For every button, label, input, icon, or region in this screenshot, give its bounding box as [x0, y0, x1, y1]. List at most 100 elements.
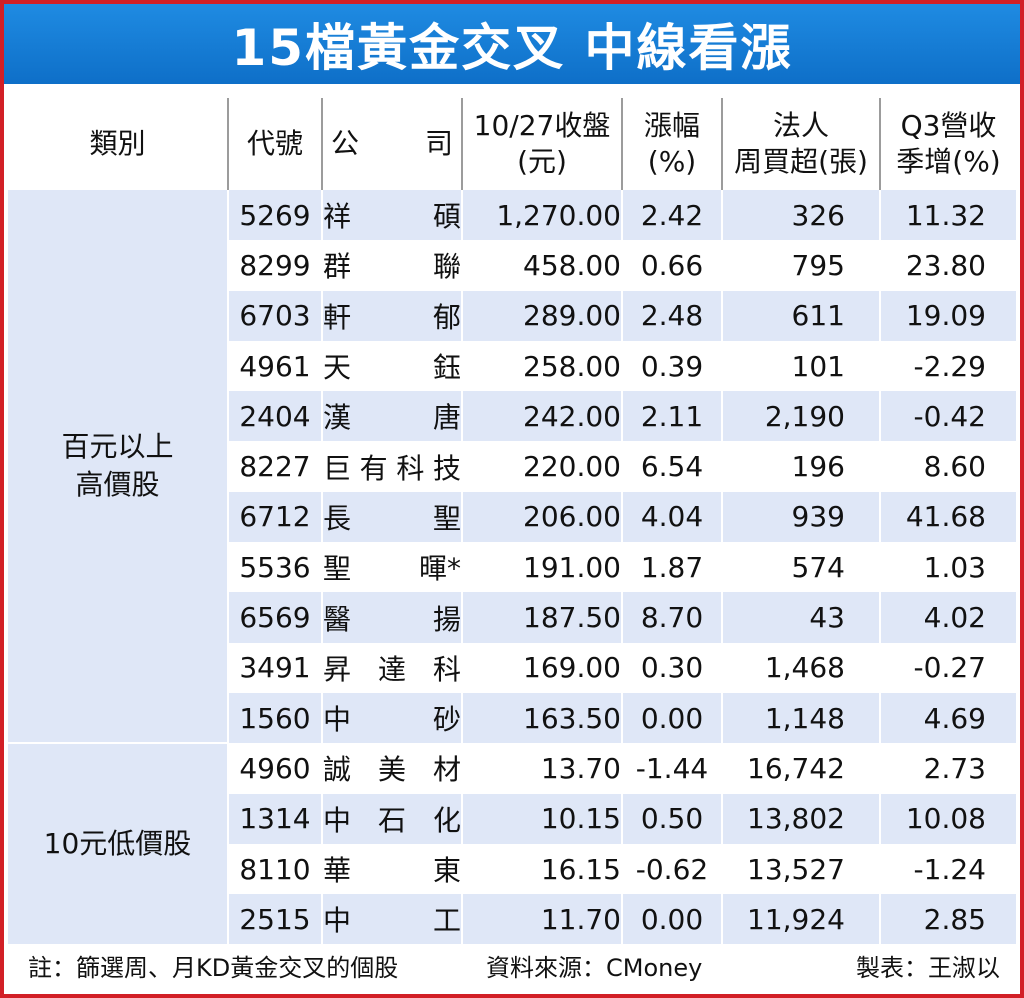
- table-row: 10元低價股 4960 誠美材 13.70 -1.44 16,742 2.73: [8, 743, 1016, 945]
- header-code: 代號: [228, 98, 323, 190]
- price-change: 0.00: [622, 894, 723, 945]
- close-price: 258.00: [462, 340, 623, 392]
- table-row: 6703 軒郁 289.00 2.48 611 19.09: [8, 290, 1016, 341]
- category-label-line1: 百元以上: [61, 430, 174, 464]
- header-inst-line1: 法人: [772, 109, 829, 142]
- header-close-line2: (元): [517, 145, 567, 178]
- close-price: 187.50: [462, 592, 623, 643]
- price-change: 0.30: [622, 642, 723, 693]
- close-price: 242.00: [462, 391, 623, 442]
- company-name-char: 巨: [323, 451, 352, 485]
- table-row: 6712 長聖 206.00 4.04 939 41.68: [8, 491, 1016, 543]
- footer: 註：篩選周、月KD黃金交叉的個股 資料來源：CMoney 製表：王淑以: [8, 944, 1016, 984]
- stock-code: 6569: [228, 592, 323, 643]
- q3-revenue-growth: 8.60: [880, 441, 1016, 492]
- company-name: 昇達科: [322, 642, 463, 693]
- company-name: 華東: [322, 843, 463, 895]
- company-name-char: 華: [323, 854, 352, 887]
- institutional-net-buy: 196: [722, 441, 881, 492]
- stock-code: 8299: [228, 240, 323, 291]
- header-rev-line1: Q3營收: [900, 109, 997, 142]
- company-name-char: 昇: [323, 652, 352, 686]
- table-row: 4961 天鈺 258.00 0.39 101 -2.29: [8, 340, 1016, 392]
- company-name: 巨有科技: [322, 441, 463, 492]
- header-company-right: 司: [424, 127, 453, 160]
- close-price: 191.00: [462, 542, 623, 593]
- category-label-line1: 10元低價股: [43, 827, 192, 861]
- stock-code: 8110: [228, 843, 323, 895]
- company-name-char: 聖: [432, 501, 461, 535]
- company-name-char: 群: [323, 250, 352, 284]
- table-row: 8299 群聯 458.00 0.66 795 23.80: [8, 240, 1016, 291]
- company-name: 醫揚: [322, 592, 463, 643]
- price-change: -1.44: [622, 743, 723, 794]
- stock-code: 2515: [228, 894, 323, 945]
- company-name-char: 碩: [432, 200, 461, 234]
- stock-code: 4961: [228, 340, 323, 392]
- close-price: 16.15: [462, 843, 623, 895]
- footer-maker: 製表：王淑以: [856, 954, 1000, 982]
- institutional-net-buy: 574: [722, 542, 881, 593]
- stock-code: 5536: [228, 542, 323, 593]
- q3-revenue-growth: -0.27: [880, 642, 1016, 693]
- company-name: 天鈺: [322, 340, 463, 392]
- header-change-line1: 漲幅: [643, 109, 700, 142]
- company-name: 漢唐: [322, 391, 463, 442]
- company-name-char: 揚: [432, 602, 461, 636]
- page-title: 15檔黃金交叉 中線看漲: [4, 4, 1020, 84]
- table-body: 百元以上 高價股 5269 祥碩 1,270.00 2.42 326 11.32 8299 群聯 4…: [8, 190, 1016, 945]
- company-name-char: 美: [377, 753, 406, 787]
- price-change: 0.50: [622, 793, 723, 844]
- company-name-char: 祥: [323, 200, 352, 234]
- table-row: 5536 聖 暉* 191.00 1.87 574 1.03: [8, 542, 1016, 593]
- table-row: 3491 昇達科 169.00 0.30 1,468 -0.27: [8, 642, 1016, 693]
- q3-revenue-growth: 1.03: [880, 542, 1016, 593]
- stock-code: 8227: [228, 441, 323, 492]
- header-close: 10/27收盤 (元): [462, 98, 623, 190]
- q3-revenue-growth: 11.32: [880, 190, 1016, 241]
- company-name-char: 誠: [323, 753, 352, 787]
- company-name: 中工: [322, 894, 463, 945]
- table-row: 1314 中石化 10.15 0.50 13,802 10.08: [8, 793, 1016, 844]
- footer-note: 註：篩選周、月KD黃金交叉的個股: [28, 954, 399, 982]
- company-name: 祥碩: [322, 190, 463, 241]
- close-price: 206.00: [462, 491, 623, 543]
- close-price: 289.00: [462, 290, 623, 341]
- q3-revenue-growth: 2.85: [880, 894, 1016, 945]
- stock-code: 6703: [228, 290, 323, 341]
- close-price: 13.70: [462, 743, 623, 794]
- company-name-char: 中: [323, 703, 352, 737]
- company-name-char: 科: [396, 451, 425, 485]
- institutional-net-buy: 795: [722, 240, 881, 291]
- price-change: 0.00: [622, 692, 723, 744]
- price-change: 2.48: [622, 290, 723, 341]
- q3-revenue-growth: 41.68: [880, 491, 1016, 543]
- company-name-char: 漢: [323, 401, 352, 435]
- header-change: 漲幅 (%): [622, 98, 723, 190]
- table-row: 2515 中工 11.70 0.00 11,924 2.85: [8, 894, 1016, 945]
- q3-revenue-growth: 10.08: [880, 793, 1016, 844]
- company-name-char: 唐: [432, 401, 461, 435]
- company-name-char: 材: [432, 753, 461, 787]
- company-name-char: 科: [432, 652, 461, 686]
- institutional-net-buy: 326: [722, 190, 881, 241]
- company-name-char: 聖: [323, 552, 352, 586]
- price-change: 6.54: [622, 441, 723, 492]
- price-change: 0.39: [622, 340, 723, 392]
- header-change-line2: (%): [647, 145, 697, 178]
- company-name: 長聖: [322, 491, 463, 543]
- company-name-char: 天: [323, 351, 352, 385]
- table-row: 1560 中砂 163.50 0.00 1,148 4.69: [8, 692, 1016, 744]
- stock-table: 類別 代號 公 司 10/27收盤 (元) 漲幅 (%) 法人: [8, 98, 1016, 945]
- company-name: 中砂: [322, 692, 463, 744]
- institutional-net-buy: 43: [722, 592, 881, 643]
- q3-revenue-growth: 4.02: [880, 592, 1016, 643]
- stock-code: 3491: [228, 642, 323, 693]
- close-price: 220.00: [462, 441, 623, 492]
- table-row: 2404 漢唐 242.00 2.11 2,190 -0.42: [8, 391, 1016, 442]
- institutional-net-buy: 11,924: [722, 894, 881, 945]
- institutional-net-buy: 13,527: [722, 843, 881, 895]
- institutional-net-buy: 1,148: [722, 692, 881, 744]
- q3-revenue-growth: -0.42: [880, 391, 1016, 442]
